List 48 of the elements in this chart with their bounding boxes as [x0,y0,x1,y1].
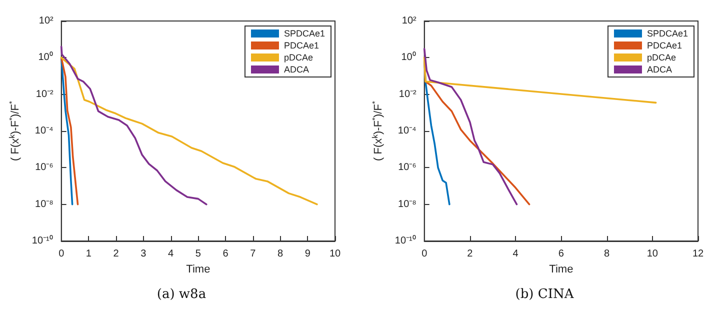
legend-label: pDCAe [646,52,676,62]
legend-label: PDCAe1 [646,40,682,50]
legend-label: ADCA [284,64,309,74]
x-tick-label: 2 [467,248,474,260]
legend-label: SPDCAe1 [646,28,688,38]
x-axis-title: Time [549,263,574,276]
x-tick-label: 7 [250,248,256,260]
y-tick-label: 10⁰ [38,51,54,64]
y-tick-label: 10⁻² [36,88,54,100]
x-tick-label: 4 [168,248,174,260]
y-tick-label: 10⁻⁴ [398,126,416,136]
legend-label: ADCA [646,64,672,74]
y-tick-label: 10⁻¹⁰ [394,234,416,246]
y-tick-label: 10⁻⁴ [34,126,54,136]
y-tick-label: 10⁻⁸ [398,198,416,210]
y-tick-label: 10² [402,16,418,26]
x-tick-label: 9 [304,248,311,260]
y-tick-label: 10⁻² [398,88,418,100]
x-tick-label: 1 [86,248,92,260]
y-tick-label: 10⁻⁸ [35,198,54,210]
x-tick-label: 0 [422,248,428,260]
x-tick-label: 4 [512,248,519,260]
legend-label: SPDCAe1 [284,28,326,38]
y-tick-label: 10⁻⁶ [35,162,54,174]
x-tick-label: 0 [58,248,65,260]
text: (a) w8a [156,287,206,302]
x-tick-label: 12 [692,248,704,260]
y-tick-label: 10⁻⁶ [398,162,416,174]
x-tick-label: 10 [329,248,341,260]
x-tick-label: 8 [277,248,284,260]
x-tick-label: 3 [140,248,147,260]
text: (b) CINA [515,287,574,302]
x-tick-label: 2 [113,248,120,260]
line-series [423,48,518,206]
x-tick-label: 6 [222,248,229,260]
y-tick-label: 10² [38,16,54,26]
line-series [60,46,208,206]
x-axis-title: Time [186,263,210,276]
x-tick-label: 6 [558,248,564,260]
x-tick-label: 5 [195,248,202,260]
line-series [60,56,79,206]
legend-label: PDCAe1 [284,40,319,50]
y-tick-label: 10⁻¹⁰ [32,234,54,246]
x-tick-label: 10 [646,248,658,260]
x-tick-label: 8 [604,248,610,260]
y-tick-label: 10⁰ [401,51,416,64]
legend-label: pDCAe [284,52,313,62]
line-series [60,56,74,206]
